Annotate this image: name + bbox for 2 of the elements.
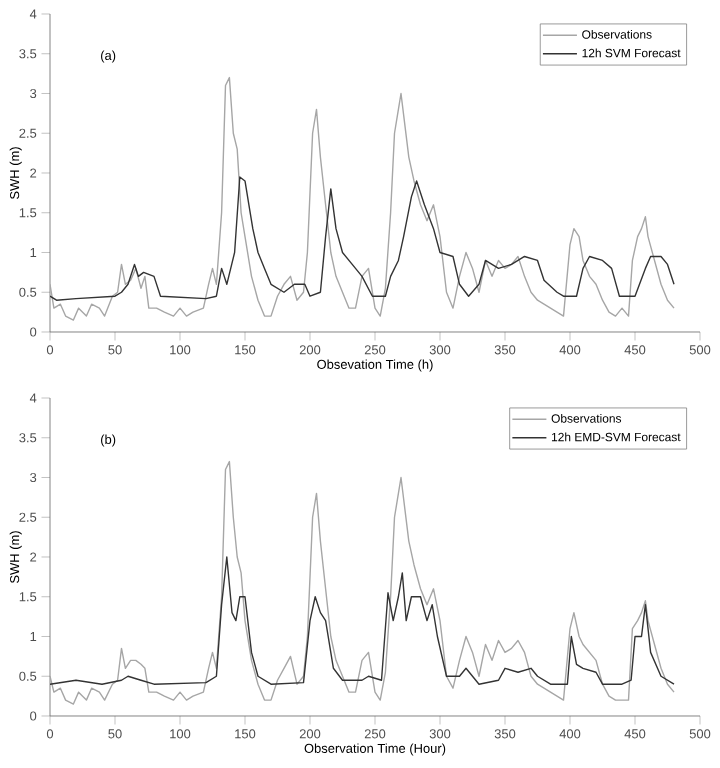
line-series (50, 556, 675, 685)
line-series (50, 176, 675, 301)
